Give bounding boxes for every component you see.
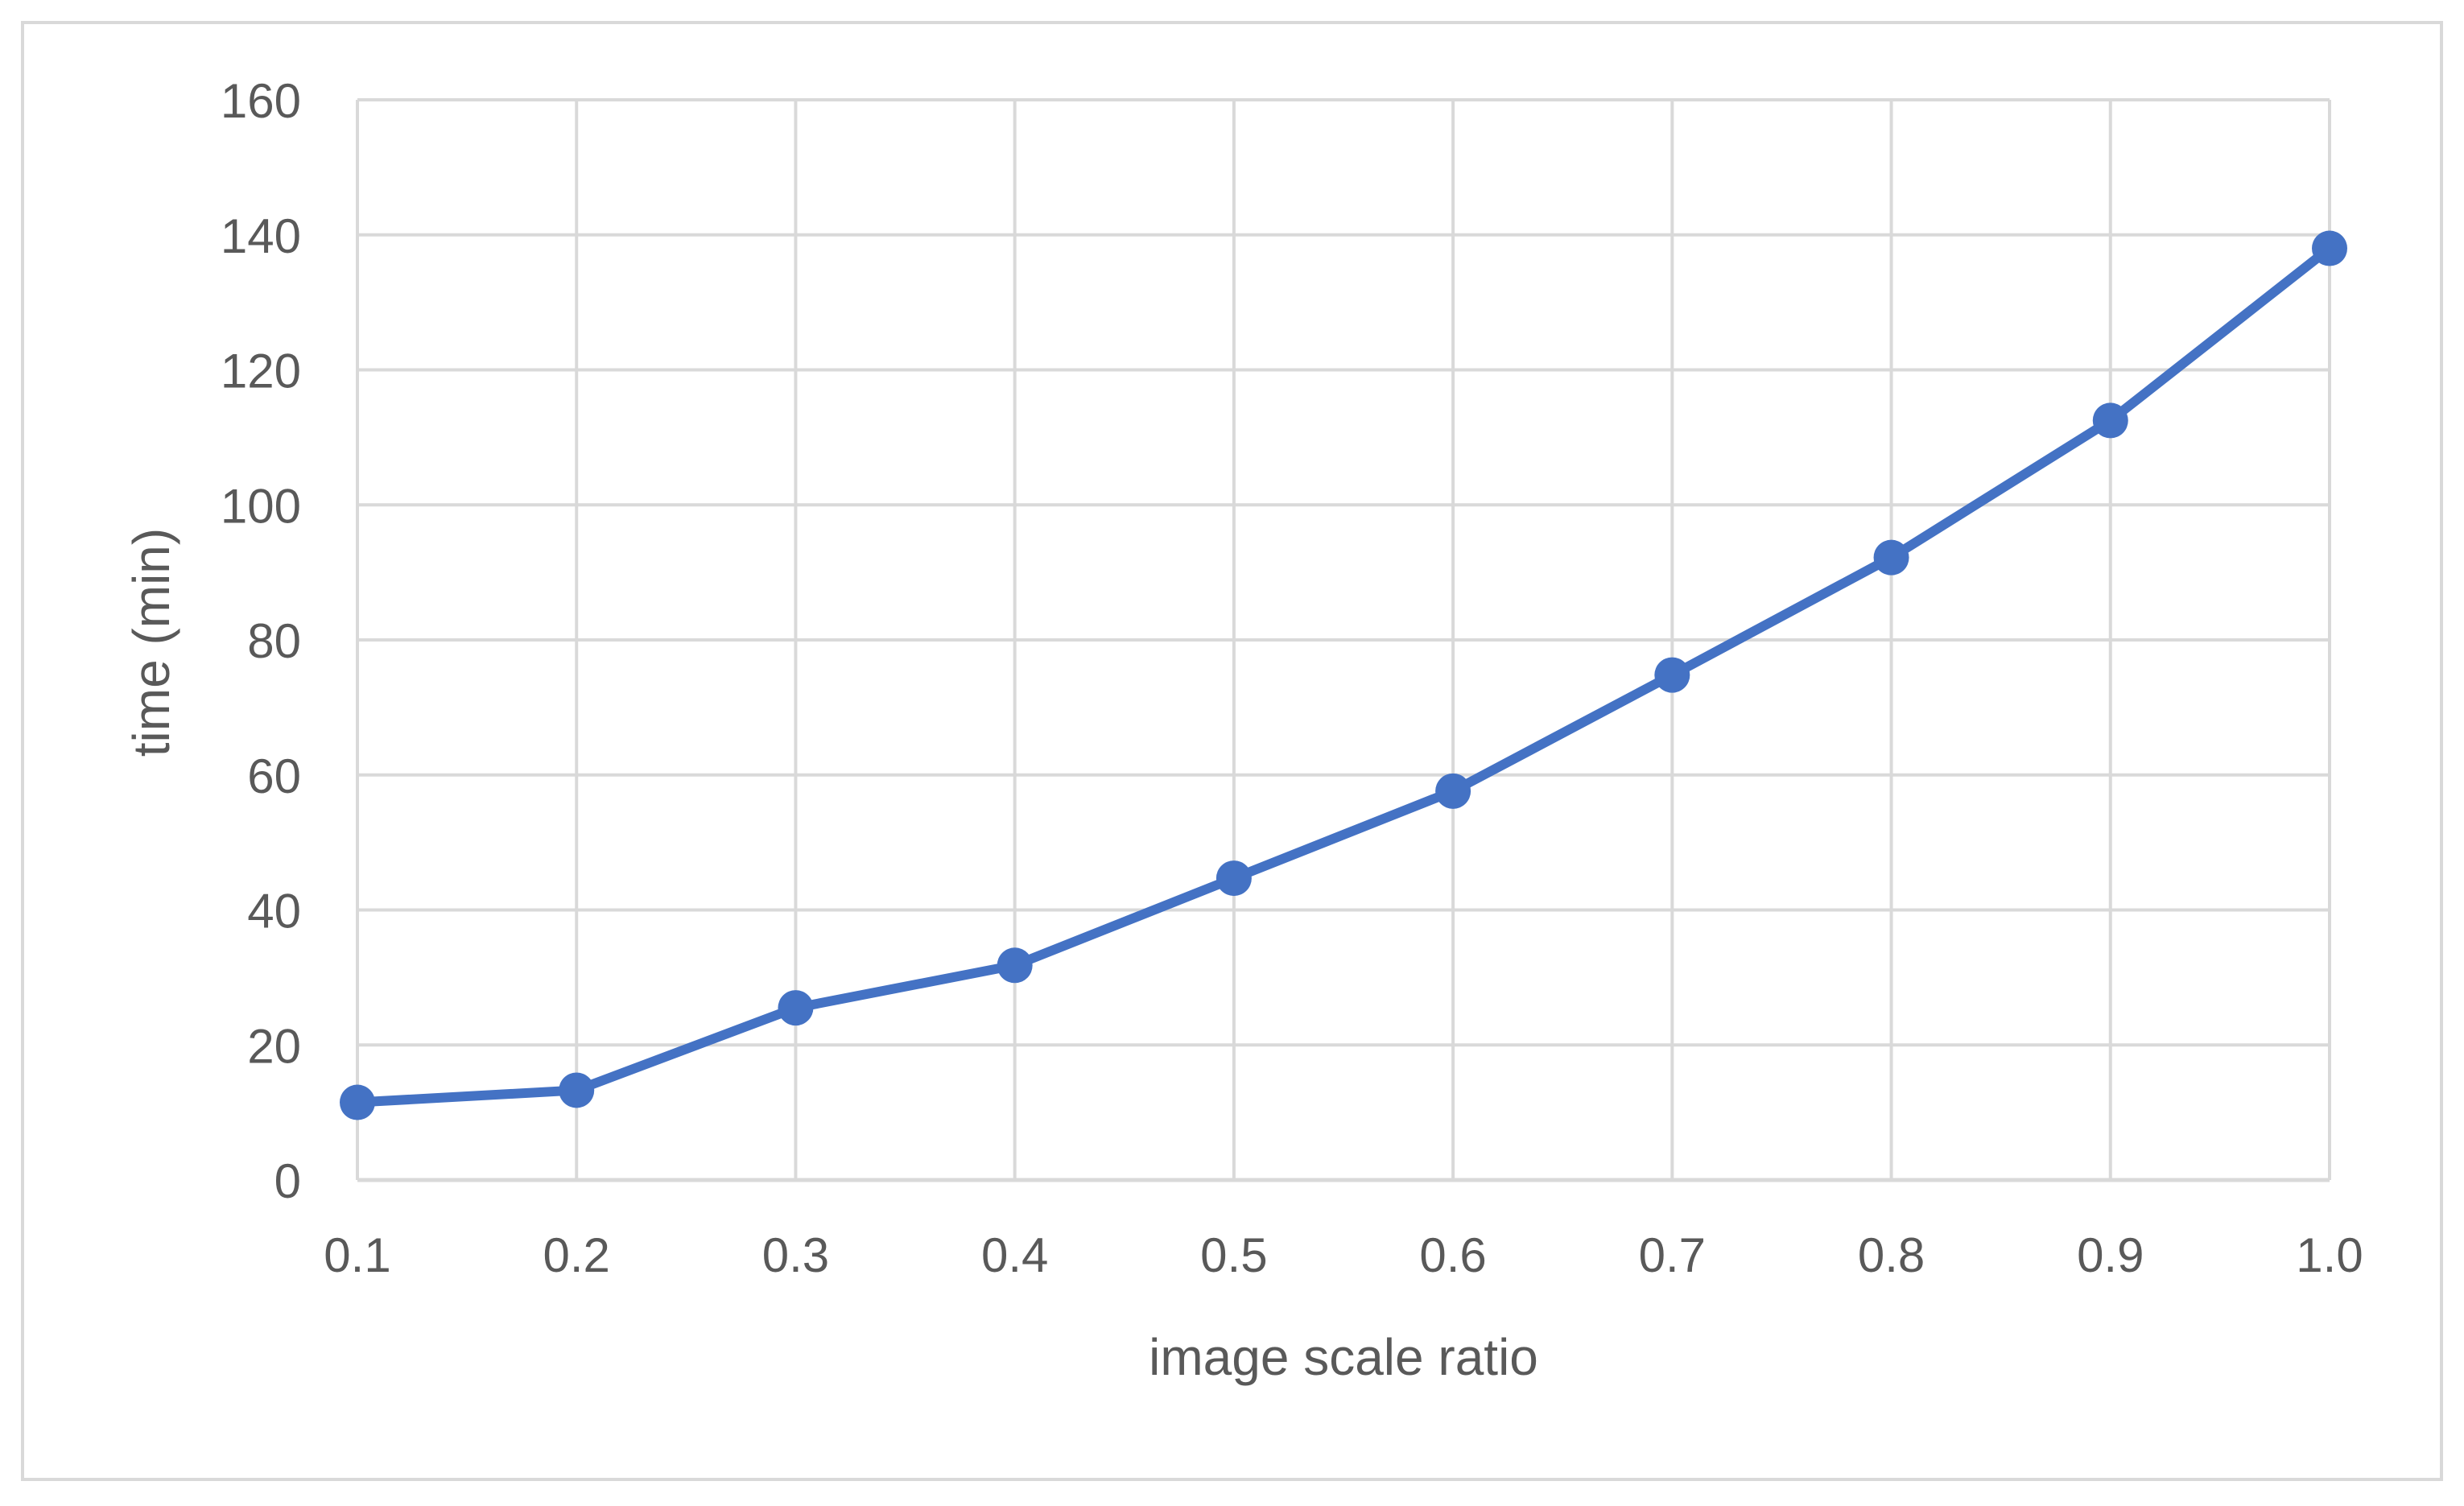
y-tick-label: 0 [274,1154,301,1208]
data-point [340,1084,375,1120]
data-point [1654,657,1690,693]
tick-labels: 0 20 40 60 80 100 120 140 160 0.1 0.2 0.3 0.4 0.5 0.6 0… [221,74,2363,1282]
x-tick-label: 0.2 [543,1228,610,1282]
y-tick-label: 80 [247,614,301,668]
chart-border [21,21,2443,1481]
data-point [2092,402,2128,439]
y-tick-label: 60 [247,749,301,803]
y-tick-label: 140 [221,209,301,263]
y-tick-label: 40 [247,885,301,939]
data-point [1215,860,1252,897]
x-tick-label: 0.1 [324,1228,390,1282]
data-point [1435,773,1471,809]
x-tick-label: 0.4 [981,1228,1048,1282]
x-tick-label: 0.9 [2077,1228,2144,1282]
y-tick-label: 120 [221,345,301,398]
data-point [559,1072,595,1108]
y-axis-title: time (min) [122,528,180,757]
x-tick-label: 0.8 [1858,1228,1925,1282]
x-tick-label: 0.7 [1639,1228,1706,1282]
y-tick-label: 100 [221,479,301,533]
x-tick-label: 0.3 [762,1228,829,1282]
y-tick-label: 160 [221,74,301,128]
x-tick-label: 0.6 [1419,1228,1486,1282]
data-point [1873,539,1909,576]
x-tick-label: 1.0 [2296,1228,2363,1282]
series-layer [340,230,2347,1120]
data-point [2312,230,2347,266]
data-point [778,990,814,1026]
x-axis-title: image scale ratio [1149,1328,1538,1386]
series-line [353,243,2334,1108]
data-point [997,947,1033,984]
x-tick-label: 0.5 [1200,1228,1267,1282]
y-tick-label: 20 [247,1019,301,1073]
